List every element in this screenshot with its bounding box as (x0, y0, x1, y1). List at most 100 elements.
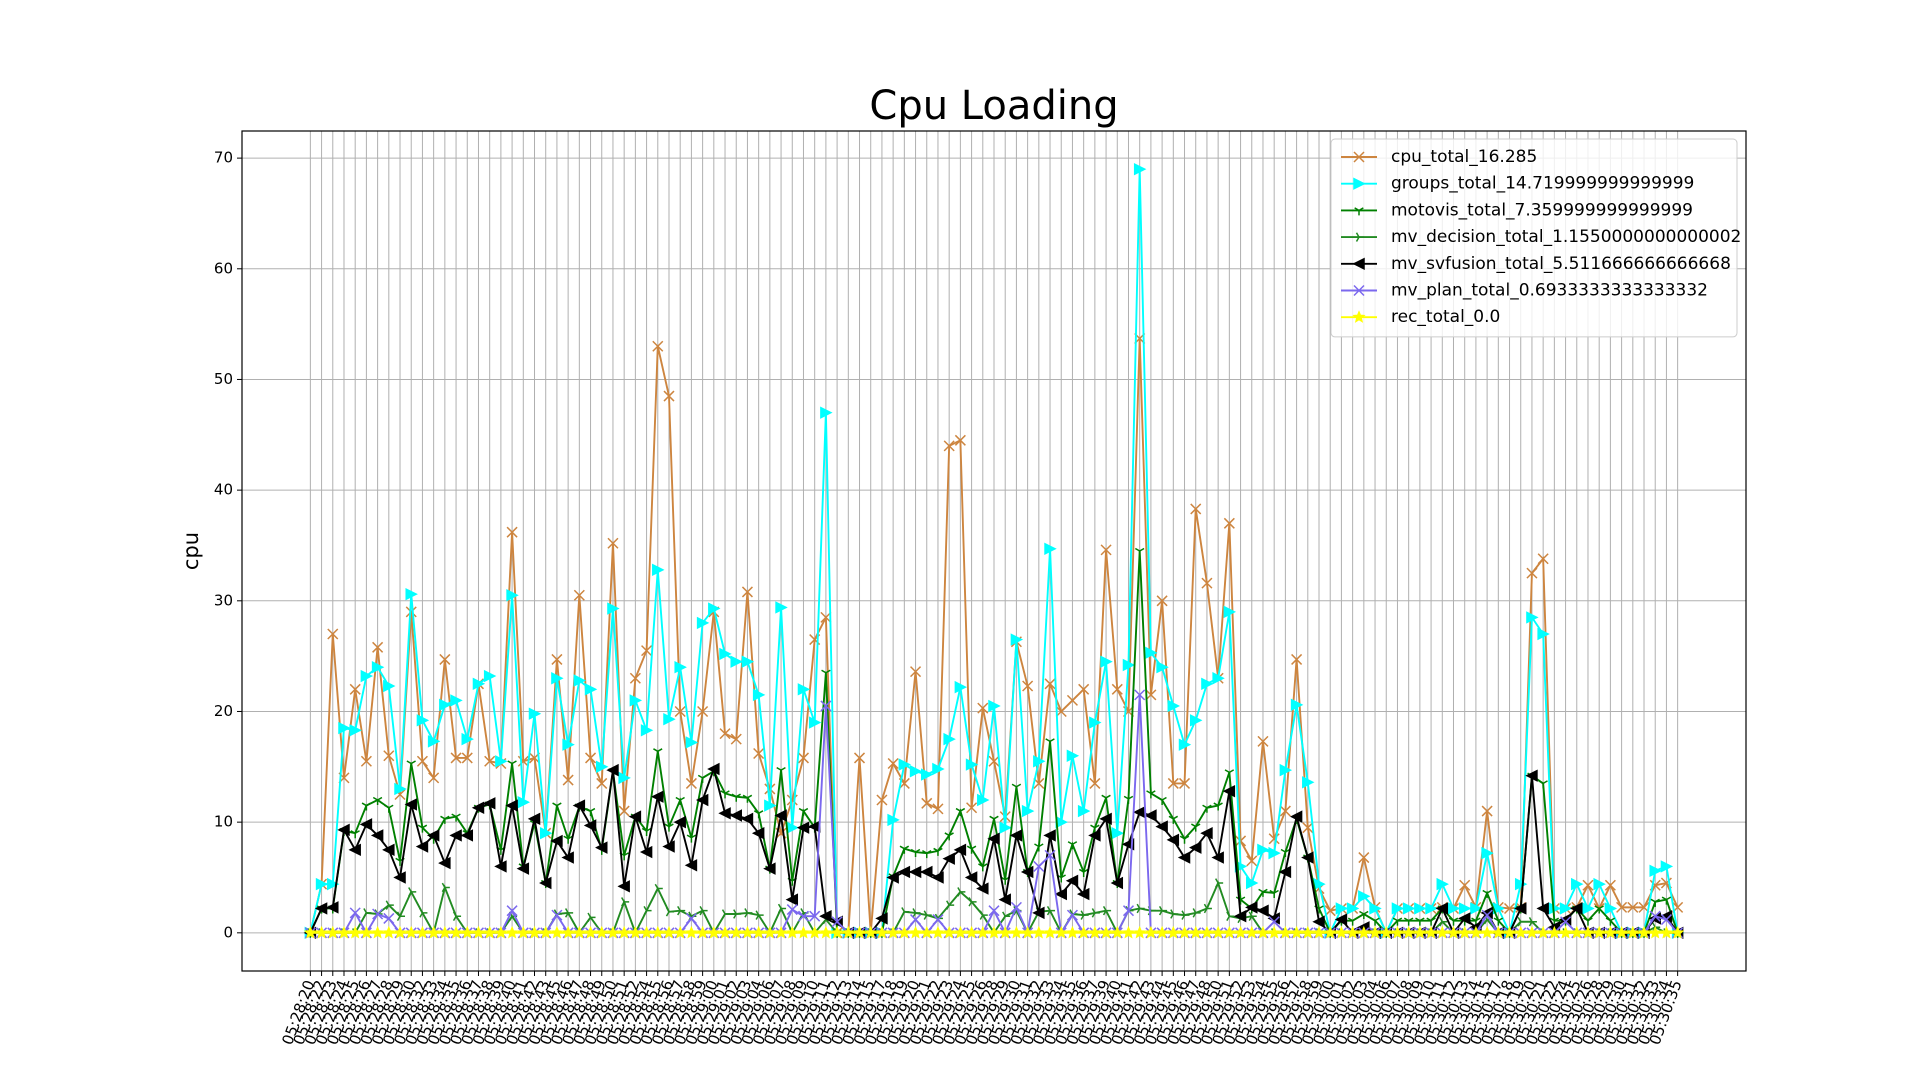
marker (953, 925, 967, 939)
marker (741, 586, 753, 598)
marker (1144, 925, 1158, 939)
marker (583, 925, 598, 939)
marker (1043, 829, 1056, 842)
marker (899, 845, 910, 854)
marker (652, 563, 665, 577)
marker (427, 925, 441, 939)
marker (1583, 917, 1593, 926)
marker (1177, 851, 1191, 864)
marker (954, 680, 968, 694)
marker (1145, 689, 1157, 701)
marker (1248, 911, 1257, 921)
marker (841, 925, 855, 939)
marker (583, 819, 597, 832)
marker (383, 750, 395, 762)
marker (584, 683, 598, 696)
marker (416, 755, 428, 767)
marker (886, 871, 899, 884)
marker (1439, 917, 1448, 927)
marker (349, 724, 362, 737)
marker (686, 834, 697, 843)
marker (1660, 860, 1674, 873)
marker (1581, 925, 1595, 939)
marker (562, 738, 575, 751)
marker (1414, 902, 1427, 915)
marker (1582, 879, 1594, 891)
marker (1010, 633, 1024, 646)
marker (1525, 769, 1538, 782)
marker (943, 732, 956, 746)
marker (1002, 911, 1011, 921)
marker (1203, 903, 1212, 914)
marker (674, 660, 687, 674)
marker (494, 925, 508, 939)
marker (796, 925, 811, 939)
marker (1289, 925, 1304, 939)
marker (1448, 917, 1459, 926)
marker (585, 752, 597, 764)
marker (1190, 503, 1202, 515)
marker (1536, 902, 1549, 915)
series (303, 925, 1685, 939)
marker (1168, 815, 1179, 824)
legend-label: cpu_total_16.285 (1391, 147, 1537, 167)
marker (1179, 835, 1190, 844)
marker (640, 724, 654, 737)
marker (774, 809, 787, 822)
marker (1481, 909, 1493, 921)
marker (908, 925, 923, 939)
marker (953, 843, 967, 857)
marker (371, 660, 385, 674)
marker (901, 907, 910, 917)
marker (1279, 763, 1293, 777)
marker (1020, 865, 1034, 879)
marker (1269, 889, 1279, 898)
marker (415, 840, 429, 853)
marker (1446, 925, 1461, 939)
marker (551, 653, 563, 665)
marker (887, 813, 900, 827)
marker (1066, 749, 1080, 762)
marker (338, 721, 351, 735)
marker (1201, 677, 1214, 691)
marker (1458, 912, 1471, 925)
marker (1358, 890, 1371, 903)
marker (641, 645, 653, 657)
marker (507, 760, 517, 769)
marker (998, 925, 1012, 939)
marker (1021, 804, 1035, 818)
marker (1178, 777, 1191, 789)
marker (740, 812, 754, 826)
marker (1291, 653, 1303, 665)
marker (1558, 925, 1573, 939)
marker (1392, 917, 1403, 926)
marker (1010, 901, 1022, 913)
marker (628, 810, 642, 823)
marker (1033, 755, 1046, 768)
marker (1145, 646, 1158, 660)
marker (685, 777, 697, 789)
marker (1435, 902, 1449, 915)
marker (1359, 910, 1369, 920)
marker (408, 887, 417, 897)
marker (987, 925, 1001, 939)
marker (1334, 913, 1348, 926)
y-axis-label: cpu (179, 532, 203, 570)
marker (1312, 915, 1325, 928)
marker (628, 925, 642, 939)
marker (1257, 735, 1269, 747)
marker (1224, 769, 1235, 778)
y-tick-label: 70 (214, 149, 233, 167)
marker (1582, 902, 1595, 915)
marker (1166, 925, 1180, 939)
marker (595, 925, 609, 939)
marker (1078, 683, 1090, 695)
marker (1189, 925, 1203, 939)
marker (1235, 835, 1247, 847)
marker (621, 897, 630, 907)
marker (1357, 925, 1371, 939)
marker (966, 845, 977, 854)
marker (1660, 914, 1672, 926)
marker (988, 755, 1000, 767)
